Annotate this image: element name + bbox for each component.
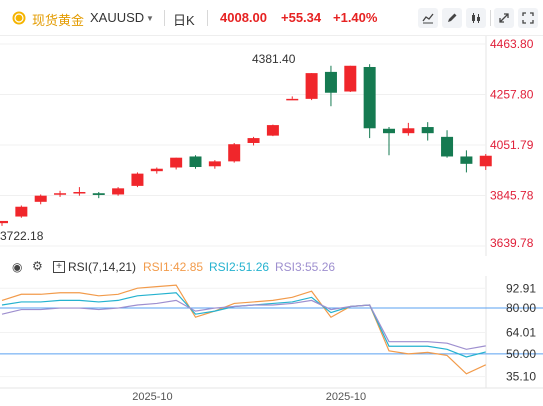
time-tick-label: 2025-10 <box>326 391 366 403</box>
price-tick-label: 4257.80 <box>490 87 534 101</box>
candle-body <box>73 192 86 194</box>
price-change: +55.34 <box>281 10 322 25</box>
rsi-tick-label: 80.00 <box>506 301 536 315</box>
rsi-legend: ◉ ⚙ + RSI(7,14,21) RSI1:42.85 RSI2:51.26… <box>0 258 543 276</box>
candle-body <box>112 188 125 195</box>
expand-button[interactable] <box>494 8 514 28</box>
candle-body <box>208 161 221 167</box>
rsi-tick-label: 50.00 <box>506 347 536 361</box>
rsi-tick-label: 64.01 <box>506 325 536 339</box>
fullscreen-button[interactable] <box>518 8 538 28</box>
low-annotation: 3722.18 <box>0 229 44 243</box>
draw-button[interactable] <box>442 8 462 28</box>
candle-body <box>305 73 318 99</box>
candle-body <box>363 66 376 129</box>
rsi3-value: RSI3:55.26 <box>275 260 336 274</box>
candle-body <box>286 98 299 101</box>
candle-body <box>54 193 67 195</box>
separator <box>164 10 165 26</box>
candle-body <box>170 157 183 168</box>
candle-body <box>34 195 47 202</box>
chart-header: 现货黄金 XAUUSD ▼ 日K 4008.00 +55.34 +1.40% <box>0 0 543 36</box>
chevron-down-icon[interactable]: ▼ <box>146 14 154 23</box>
current-price: 4008.00 <box>220 10 267 25</box>
candle-body <box>15 206 28 217</box>
candle-body <box>441 136 454 157</box>
line-chart-button[interactable] <box>418 8 438 28</box>
price-tick-label: 3639.78 <box>490 236 534 250</box>
add-indicator-icon[interactable]: + <box>53 261 65 273</box>
candlestick-chart[interactable]: 4463.80 4257.80 4051.79 3845.78 3639.78 4381… <box>0 36 543 256</box>
candle-body <box>479 155 492 167</box>
compare-button[interactable] <box>466 8 486 28</box>
instrument-name[interactable]: 现货黄金 <box>32 13 85 28</box>
price-tick-label: 3845.78 <box>490 189 534 203</box>
rsi-tick-label: 92.91 <box>506 281 536 295</box>
rsi2-value: RSI2:51.26 <box>209 260 270 274</box>
candle-body <box>421 127 434 134</box>
candle-body <box>402 128 415 134</box>
period-selector[interactable]: 日K <box>173 13 195 28</box>
rsi-tick-label: 35.10 <box>506 370 536 384</box>
compare-icon <box>472 13 480 23</box>
candle-body <box>189 156 202 168</box>
candle-body <box>324 71 337 93</box>
high-annotation: 4381.40 <box>252 52 296 66</box>
gold-coin-icon <box>12 11 26 25</box>
candle-body <box>266 125 279 136</box>
candle-body <box>228 144 241 162</box>
line-chart-icon <box>422 13 434 24</box>
time-tick-label: 2025-10 <box>132 391 172 403</box>
rsi-series-line-1 <box>1 284 487 375</box>
candle-body <box>0 220 8 224</box>
eye-icon[interactable]: ◉ <box>12 260 23 274</box>
rsi-series-line-3 <box>1 299 486 350</box>
rsi-chart[interactable]: 92.91 80.00 64.01 50.00 35.10 2025-10 2025-10 <box>0 276 543 406</box>
pencil-icon <box>448 13 457 22</box>
fullscreen-icon <box>522 12 534 24</box>
candle-body <box>131 173 144 186</box>
candle-body <box>344 65 357 92</box>
candle-body <box>383 128 395 134</box>
rsi-indicator-label[interactable]: RSI(7,14,21) <box>68 260 137 274</box>
settings-icon[interactable]: ⚙ <box>32 259 43 273</box>
separator <box>207 10 208 26</box>
price-tick-label: 4051.79 <box>490 138 534 152</box>
candle-body <box>150 168 163 172</box>
price-change-percent: +1.40% <box>333 10 378 25</box>
separator <box>490 10 491 26</box>
price-tick-label: 4463.80 <box>490 37 534 51</box>
rsi1-value: RSI1:42.85 <box>143 260 204 274</box>
candle-body <box>460 156 473 164</box>
expand-icon <box>499 13 509 23</box>
instrument-symbol[interactable]: XAUUSD <box>90 10 145 25</box>
candle-body <box>92 193 105 195</box>
candle-body <box>247 138 260 143</box>
